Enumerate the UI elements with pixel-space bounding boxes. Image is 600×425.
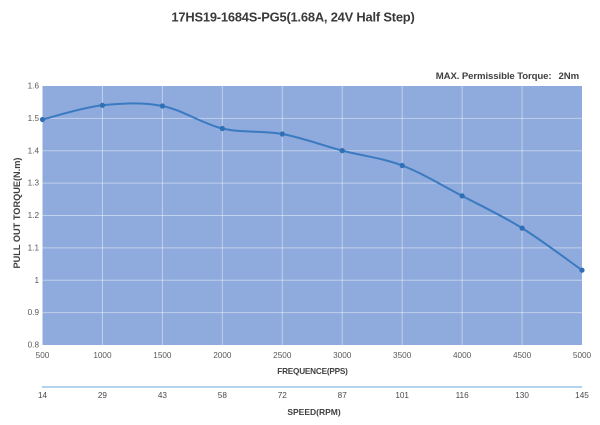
svg-text:2500: 2500 xyxy=(273,351,292,360)
svg-text:87: 87 xyxy=(338,391,348,400)
svg-text:MAX. Permissible Torque: 2Nm: MAX. Permissible Torque: 2Nm xyxy=(436,71,579,82)
svg-text:43: 43 xyxy=(158,391,168,400)
svg-text:1.5: 1.5 xyxy=(28,114,40,123)
svg-text:1: 1 xyxy=(34,276,39,285)
svg-text:72: 72 xyxy=(278,391,288,400)
svg-text:1.6: 1.6 xyxy=(28,82,40,91)
svg-text:1.4: 1.4 xyxy=(28,146,40,155)
svg-text:3500: 3500 xyxy=(393,351,412,360)
svg-text:1000: 1000 xyxy=(93,351,112,360)
svg-text:1.3: 1.3 xyxy=(28,179,40,188)
svg-text:145: 145 xyxy=(575,391,589,400)
svg-text:4000: 4000 xyxy=(453,351,472,360)
svg-text:2000: 2000 xyxy=(213,351,232,360)
svg-text:1.1: 1.1 xyxy=(28,244,40,253)
svg-text:5000: 5000 xyxy=(573,351,592,360)
svg-text:116: 116 xyxy=(456,391,469,400)
svg-text:101: 101 xyxy=(395,391,409,400)
svg-text:PULL OUT TORQUE(N.m): PULL OUT TORQUE(N.m) xyxy=(12,158,22,269)
svg-text:4500: 4500 xyxy=(513,351,532,360)
svg-text:3000: 3000 xyxy=(333,351,352,360)
svg-text:0.9: 0.9 xyxy=(28,308,40,317)
svg-text:1.2: 1.2 xyxy=(28,211,40,220)
svg-text:SPEED(RPM): SPEED(RPM) xyxy=(287,407,341,417)
svg-text:130: 130 xyxy=(515,391,529,400)
svg-text:17HS19-1684S-PG5(1.68A, 24V Ha: 17HS19-1684S-PG5(1.68A, 24V Half Step) xyxy=(171,10,414,25)
svg-text:0.8: 0.8 xyxy=(28,341,40,350)
svg-text:1500: 1500 xyxy=(153,351,172,360)
svg-text:58: 58 xyxy=(218,391,228,400)
svg-text:14: 14 xyxy=(38,391,48,400)
svg-text:29: 29 xyxy=(98,391,108,400)
svg-text:500: 500 xyxy=(36,351,50,360)
svg-text:FREQUENCE(PPS): FREQUENCE(PPS) xyxy=(277,367,348,376)
